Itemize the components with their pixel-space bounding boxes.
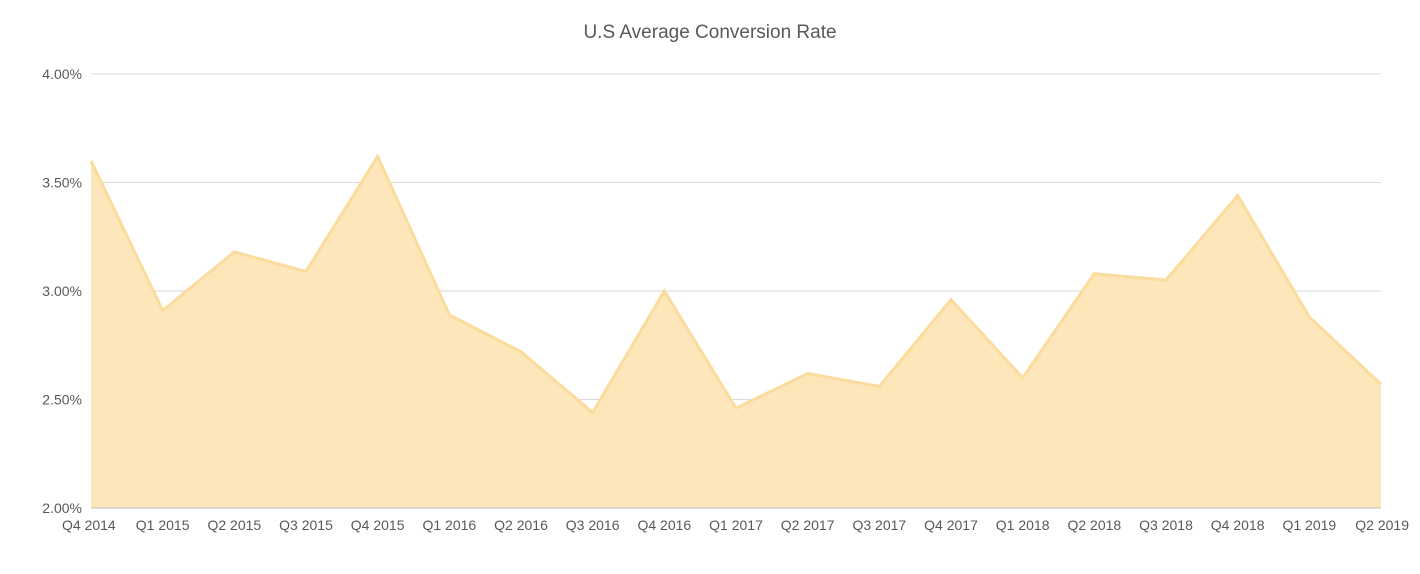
- x-tick-label: Q1 2019: [1282, 517, 1336, 533]
- y-axis: 2.00% 2.50% 3.00% 3.50% 4.00%: [42, 66, 82, 516]
- x-tick-label: Q4 2017: [924, 517, 978, 533]
- y-tick-label: 3.00%: [42, 283, 82, 299]
- x-axis: Q4 2014 Q1 2015 Q2 2015 Q3 2015 Q4 2015 Q1 20…: [62, 508, 1409, 533]
- x-tick-label: Q1 2015: [136, 517, 190, 533]
- x-tick-label: Q1 2016: [422, 517, 476, 533]
- x-tick-label: Q4 2014: [62, 517, 116, 533]
- x-tick-label: Q3 2015: [279, 517, 333, 533]
- x-tick-label: Q2 2015: [207, 517, 261, 533]
- x-tick-label: Q4 2016: [637, 517, 691, 533]
- y-tick-label: 2.00%: [42, 500, 82, 516]
- x-tick-label: Q2 2018: [1067, 517, 1121, 533]
- x-tick-label: Q3 2017: [852, 517, 906, 533]
- x-tick-label: Q1 2017: [709, 517, 763, 533]
- plot-area: [91, 156, 1381, 508]
- x-tick-label: Q2 2019: [1355, 517, 1409, 533]
- x-tick-label: Q4 2018: [1211, 517, 1265, 533]
- x-tick-label: Q2 2016: [494, 517, 548, 533]
- y-tick-label: 4.00%: [42, 66, 82, 82]
- y-tick-label: 3.50%: [42, 175, 82, 191]
- area-fill: [91, 156, 1381, 508]
- x-tick-label: Q1 2018: [996, 517, 1050, 533]
- x-tick-label: Q4 2015: [351, 517, 405, 533]
- y-tick-label: 2.50%: [42, 392, 82, 408]
- x-tick-label: Q2 2017: [781, 517, 835, 533]
- x-tick-label: Q3 2018: [1139, 517, 1193, 533]
- chart-title: U.S Average Conversion Rate: [0, 22, 1420, 44]
- x-tick-label: Q3 2016: [566, 517, 620, 533]
